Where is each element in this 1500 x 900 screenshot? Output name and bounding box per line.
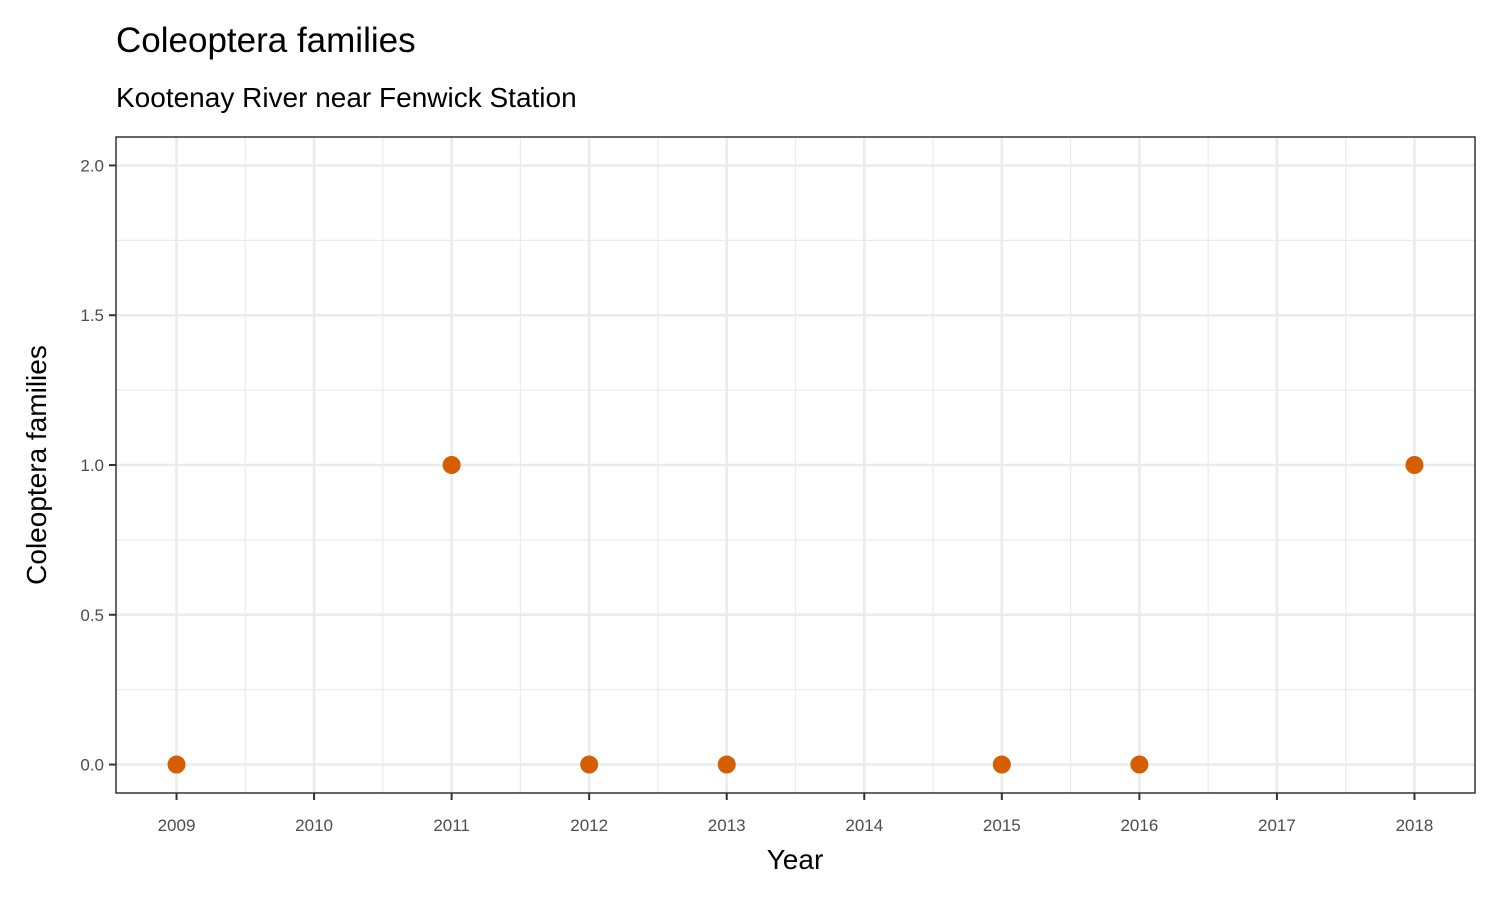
chart-subtitle: Kootenay River near Fenwick Station bbox=[116, 82, 577, 113]
x-tick-label: 2016 bbox=[1120, 816, 1158, 835]
x-tick-label: 2013 bbox=[708, 816, 746, 835]
data-points bbox=[167, 456, 1424, 774]
y-tick-label: 0.0 bbox=[80, 756, 104, 775]
y-axis: 0.0 0.5 1.0 1.5 2.0 bbox=[80, 156, 116, 775]
data-point bbox=[1405, 456, 1424, 474]
y-axis-label: Coleoptera families bbox=[21, 345, 52, 585]
y-tick-label: 2.0 bbox=[80, 156, 104, 175]
x-tick-label: 2009 bbox=[158, 816, 196, 835]
x-tick-label: 2015 bbox=[983, 816, 1021, 835]
data-point bbox=[167, 755, 186, 774]
data-point bbox=[992, 755, 1011, 774]
y-tick-label: 0.5 bbox=[80, 606, 104, 625]
data-point bbox=[1130, 755, 1149, 774]
x-axis-label: Year bbox=[767, 844, 824, 875]
data-point bbox=[442, 456, 461, 474]
x-tick-label: 2010 bbox=[295, 816, 333, 835]
grid-lines bbox=[116, 137, 1475, 793]
y-tick-label: 1.5 bbox=[80, 306, 104, 325]
x-tick-label: 2014 bbox=[845, 816, 883, 835]
data-point bbox=[717, 755, 736, 774]
x-tick-label: 2018 bbox=[1396, 816, 1434, 835]
y-tick-label: 1.0 bbox=[80, 456, 104, 475]
x-tick-label: 2012 bbox=[570, 816, 608, 835]
x-axis: 2009 2010 2011 2012 2013 2014 2015 2016 2017 2018 bbox=[158, 793, 1434, 835]
chart-title: Coleoptera families bbox=[116, 21, 416, 60]
x-tick-label: 2011 bbox=[433, 816, 470, 835]
x-tick-label: 2017 bbox=[1258, 816, 1296, 835]
data-point bbox=[580, 755, 599, 774]
